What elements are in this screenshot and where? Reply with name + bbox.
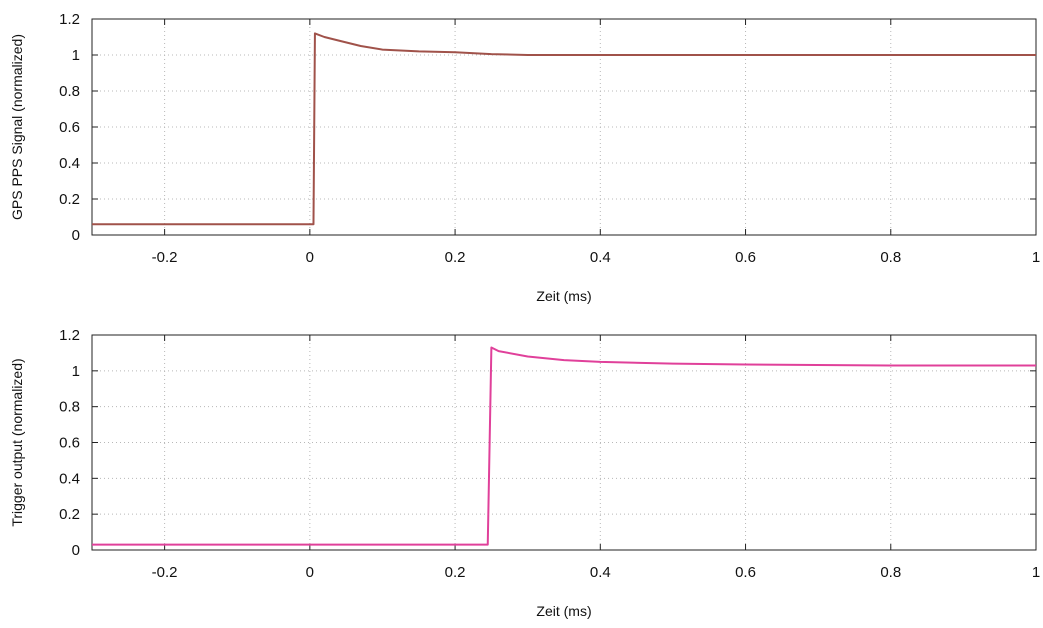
x-tick-label: 0.2 [445, 249, 466, 266]
x-tick-label: 0.6 [735, 564, 756, 581]
x-tick-label: 0.2 [445, 564, 466, 581]
series-line [92, 346, 1036, 546]
y-axis-label: Trigger output (normalized) [9, 358, 25, 526]
x-tick-label: 0 [306, 564, 314, 581]
x-tick-label: 1 [1032, 564, 1040, 581]
x-tick-label: 1 [1032, 249, 1040, 266]
x-tick-label: 0 [306, 249, 314, 266]
chart-panel-top: -0.2 0 0.2 0.4 0.6 0.8 1 0 0.2 0.4 0.6 0.8 1 1.2 Zeit … [9, 11, 1040, 304]
y-tick-label: 1.2 [59, 11, 80, 28]
y-tick-label: 0.4 [59, 155, 80, 172]
y-tick-label: 0 [72, 542, 80, 559]
x-tick-label: -0.2 [152, 249, 178, 266]
y-tick-label: 0.6 [59, 119, 80, 136]
y-tick-label: 0.8 [59, 83, 80, 100]
y-tick-label: 0.6 [59, 435, 80, 452]
y-tick-label: 1 [72, 363, 80, 380]
y-tick-label: 0.4 [59, 470, 80, 487]
x-axis-label: Zeit (ms) [536, 288, 591, 304]
y-tick-label: 0.2 [59, 506, 80, 523]
x-tick-label: 0.4 [590, 249, 611, 266]
x-axis-label: Zeit (ms) [536, 603, 591, 619]
y-tick-label: 1.2 [59, 327, 80, 344]
x-tick-label: 0.6 [735, 249, 756, 266]
y-tick-label: 1 [72, 47, 80, 64]
y-tick-label: 0 [72, 227, 80, 244]
series-line [92, 32, 1036, 226]
chart-panel-bottom: -0.2 0 0.2 0.4 0.6 0.8 1 0 0.2 0.4 0.6 0.8 1 1.2 Zeit … [9, 327, 1040, 619]
x-tick-label: -0.2 [152, 564, 178, 581]
y-tick-label: 0.8 [59, 399, 80, 416]
x-tick-label: 0.8 [880, 564, 901, 581]
x-tick-label: 0.4 [590, 564, 611, 581]
x-tick-label: 0.8 [880, 249, 901, 266]
y-tick-label: 0.2 [59, 191, 80, 208]
y-axis-label: GPS PPS Signal (normalized) [9, 34, 25, 220]
